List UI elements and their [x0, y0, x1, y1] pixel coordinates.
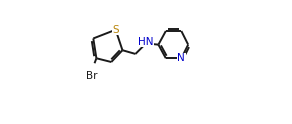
Text: N: N	[178, 53, 185, 63]
Text: Br: Br	[86, 71, 98, 81]
Text: S: S	[112, 25, 119, 35]
Text: HN: HN	[138, 37, 154, 46]
